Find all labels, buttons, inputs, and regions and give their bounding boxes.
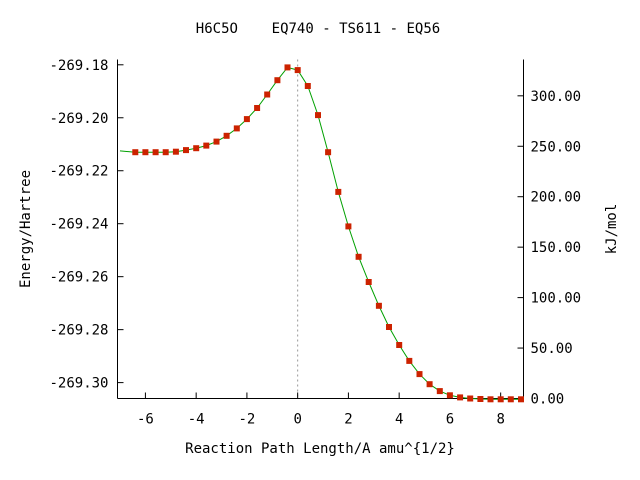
data-point [264,91,271,98]
y-tick-label: -269.24 [49,217,108,233]
data-point [325,149,332,156]
data-point [233,125,240,132]
data-point [467,395,474,402]
data-point [172,148,179,155]
y2-tick-label: 250.00 [531,139,582,155]
series-path [119,66,521,400]
data-point [142,149,149,156]
data-point [436,388,443,395]
data-point [406,357,413,364]
y-axis-ticks: -269.18 -269.20 -269.22 -269.24 -269.26 -269.… [49,58,124,392]
data-point [315,112,321,119]
data-point [203,142,210,149]
data-point [183,147,189,154]
y-tick-label: -269.30 [49,376,108,392]
data-point [243,116,250,123]
data-point [426,381,433,388]
data-point [518,396,524,403]
y-axis-label: Energy/Hartree [18,170,34,288]
series-markers [132,64,524,403]
x-axis-label: Reaction Path Length/A amu^{1/2} [185,441,455,457]
data-point [487,396,494,403]
data-point [365,279,372,285]
data-point [193,145,200,152]
y-tick-label: -269.22 [49,164,108,180]
data-point [152,149,159,156]
data-point [386,324,392,330]
y2-tick-label: 0.00 [531,392,565,408]
y2-tick-label: 150.00 [531,240,582,256]
x-tick-label: 4 [395,412,403,428]
data-point [284,64,291,71]
chart-title: H6C5O EQ740 - TS611 - EQ56 [196,21,440,37]
y2-tick-label: 200.00 [531,190,582,206]
x-tick-label: 0 [293,412,301,428]
x-tick-label: 6 [446,412,454,428]
data-point [457,394,464,401]
plot-frame [117,59,524,399]
series-line [119,66,521,400]
data-point [254,105,261,111]
y2-axis-label: kJ/mol [604,204,620,255]
x-axis-ticks: -6 -4 -2 0 2 4 6 8 [137,392,505,428]
data-point [294,67,301,74]
y2-tick-label: 300.00 [531,89,582,105]
data-point [304,83,311,89]
data-point [396,342,403,348]
x-tick-label: -4 [188,412,205,428]
data-point [497,396,504,403]
data-point [223,132,230,139]
data-point [355,253,362,260]
data-point [335,188,342,195]
y-tick-label: -269.20 [49,111,108,127]
x-tick-label: -6 [137,412,154,428]
x-tick-label: -2 [238,412,255,428]
data-point [446,392,453,399]
data-point [477,396,484,402]
y2-tick-label: 50.00 [531,341,573,357]
data-point [132,149,139,156]
data-point [375,302,382,309]
data-point [345,223,352,230]
y-tick-label: -269.26 [49,270,108,286]
y-tick-label: -269.28 [49,323,108,339]
y-tick-label: -269.18 [49,58,108,74]
y2-axis-ticks: 0.00 50.00 100.00 150.00 200.00 250.00 300.00 [517,89,582,408]
y2-tick-label: 100.00 [531,291,582,307]
x-tick-label: 2 [344,412,352,428]
data-point [213,138,220,145]
data-point [274,77,281,84]
data-point [162,149,169,156]
data-point [416,371,423,378]
data-point [507,396,514,403]
x-tick-label: 8 [496,412,504,428]
